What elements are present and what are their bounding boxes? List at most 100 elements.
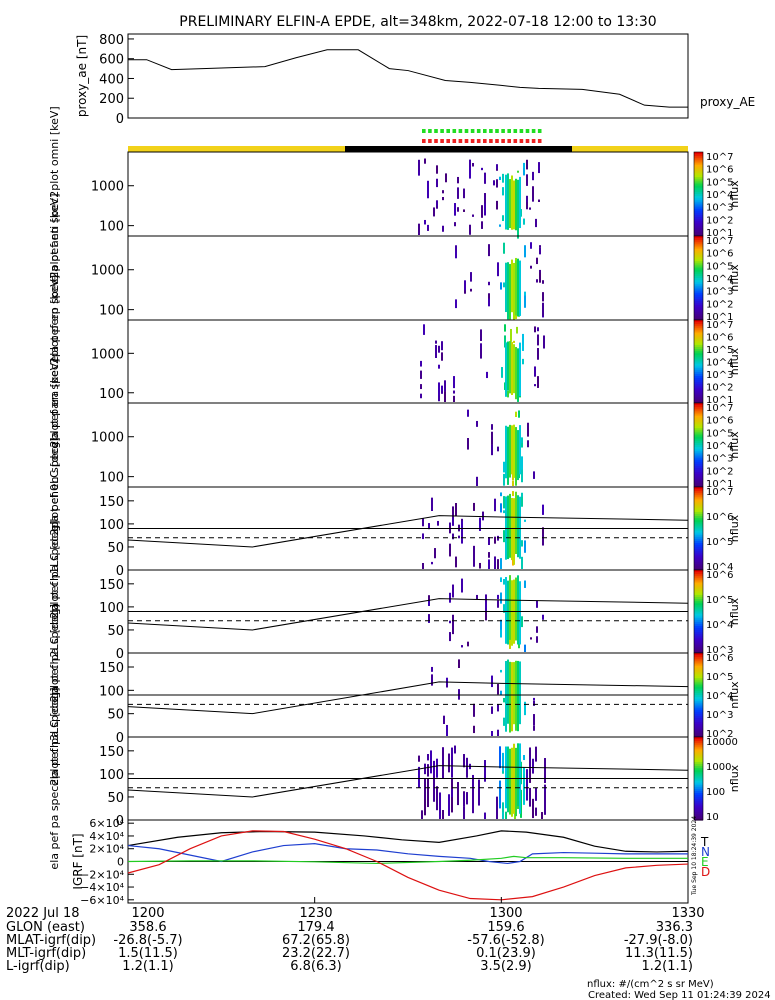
spectrogram-pixel — [513, 498, 515, 565]
colorbar-segment — [694, 559, 703, 563]
spectrogram-pixel — [444, 391, 446, 402]
spectrogram-pixel — [516, 326, 518, 334]
colorbar-segment — [694, 578, 703, 581]
spectrogram-pixel — [443, 715, 445, 725]
spectrogram-pixel — [543, 335, 545, 349]
science-zone-marker-b — [434, 139, 438, 143]
colorbar-segment — [694, 574, 703, 577]
ephemeris-value: 3.5(2.9) — [480, 959, 532, 974]
spectrogram-pixel — [418, 766, 420, 788]
colorbar-tick-label: 10^5 — [706, 537, 733, 548]
colorbar-segment — [694, 328, 703, 331]
colorbar-tick-label: 10^5 — [706, 672, 733, 683]
spectrogram-pixel — [452, 627, 454, 635]
spectrogram-pixel — [537, 327, 539, 332]
colorbar-tick-label: 10^5 — [706, 261, 733, 272]
colorbar-segment — [694, 365, 703, 369]
spectrogram-pixel — [509, 341, 511, 394]
spectrogram-pixel — [503, 496, 505, 509]
colorbar-segment — [694, 440, 703, 444]
panel-ylabel: ela pef pa spec2plot ch2LC [deg] — [48, 604, 61, 786]
spectrogram-pixel — [500, 669, 502, 673]
colorbar-segment — [694, 713, 703, 717]
spectrogram-pixel — [534, 366, 536, 377]
colorbar-segment — [694, 695, 703, 698]
colorbar-tick-label: 10^3 — [706, 287, 733, 298]
colorbar-segment — [694, 751, 703, 755]
spectrogram-pixel — [420, 360, 422, 367]
ephemeris-value: 0.1(23.9) — [476, 946, 536, 961]
colorbar-segment — [694, 782, 703, 786]
proxy-ae-frame — [127, 33, 689, 119]
spectrogram-pixel — [488, 559, 490, 569]
spectrogram-pixel — [505, 661, 507, 732]
colorbar-segment — [694, 665, 703, 669]
colorbar-tick-label: 10^5 — [706, 177, 733, 188]
colorbar-segment — [694, 790, 703, 794]
anti-loss-cone-line — [127, 515, 689, 548]
colorbar-segment — [694, 607, 703, 611]
spectrogram-pixel — [515, 491, 517, 555]
colorbar-label: nflux — [728, 180, 741, 208]
spectrogram-pixel — [524, 295, 526, 308]
spectrogram-pixel — [513, 180, 515, 230]
colorbar-segment — [694, 208, 703, 212]
spectrogram-pixel — [527, 423, 529, 437]
colorbar-segment — [694, 805, 703, 809]
colorbar-segment — [694, 661, 703, 665]
colorbar-segment — [694, 369, 703, 373]
spectrogram-pixel — [441, 385, 443, 392]
colorbar-segment — [694, 303, 703, 306]
colorbar-segment — [694, 809, 703, 813]
spectrogram-pixel — [422, 533, 424, 540]
spectrogram-pixel — [526, 174, 528, 186]
spectrogram-pixel — [510, 328, 512, 342]
spectrogram-pixel — [424, 777, 426, 800]
colorbar-segment — [694, 507, 703, 511]
spectrogram-pixel — [524, 580, 526, 588]
spectrogram-pixel — [507, 341, 509, 391]
spectrogram-pixel — [519, 176, 521, 229]
spectrogram-pixel — [434, 548, 436, 559]
spectrogram-pixel — [453, 395, 455, 402]
colorbar-segment — [694, 436, 703, 440]
colorbar-segment — [694, 811, 703, 815]
colorbar-tick-label: 10^2 — [706, 383, 733, 394]
colorbar-segment — [694, 615, 703, 619]
proxy-ae-tick-label: 0 — [116, 112, 124, 127]
spectrogram-pixel — [532, 798, 534, 819]
spectrogram-pixel — [544, 784, 546, 815]
spectrogram-pixel — [455, 248, 457, 259]
colorbar-segment — [694, 772, 703, 775]
spectrogram-pixel — [507, 746, 509, 813]
igrf-legend-E: E — [701, 855, 709, 869]
spectrogram-pixel — [503, 242, 505, 254]
ephemeris-date: 2022 Jul 18 — [6, 906, 80, 921]
y-tick-label: 100 — [99, 518, 124, 533]
spectrogram-pixel — [500, 282, 502, 290]
spectrogram-pixel — [428, 614, 430, 621]
colorbar-tick-label: 10000 — [706, 737, 738, 748]
spectrogram-pixel — [424, 158, 426, 164]
colorbar-segment — [694, 257, 703, 260]
colorbar-segment — [694, 650, 703, 654]
spectrogram-pixel — [431, 497, 433, 511]
spectrogram-pixel — [503, 579, 505, 585]
science-zone-marker-b — [470, 139, 475, 143]
spectrogram-pixel — [522, 358, 524, 365]
colorbar-tick-label: 10^7 — [706, 320, 733, 331]
colorbar-segment — [694, 749, 703, 753]
spectrogram-pixel — [418, 223, 420, 235]
colorbar-tick-label: 100 — [706, 787, 725, 798]
spectrogram-pixel — [530, 637, 532, 640]
spectrogram-pixel — [431, 674, 433, 686]
spectrogram-pixel — [515, 660, 517, 731]
colorbar-tick-label: 10^4 — [706, 190, 733, 201]
science-zone-marker-a — [446, 129, 450, 133]
colorbar-segment — [694, 580, 703, 584]
science-zone-marker-a — [452, 129, 457, 133]
spectrogram-pixel — [512, 491, 514, 497]
spectrogram-pixel — [448, 753, 450, 773]
colorbar-segment — [694, 547, 703, 550]
